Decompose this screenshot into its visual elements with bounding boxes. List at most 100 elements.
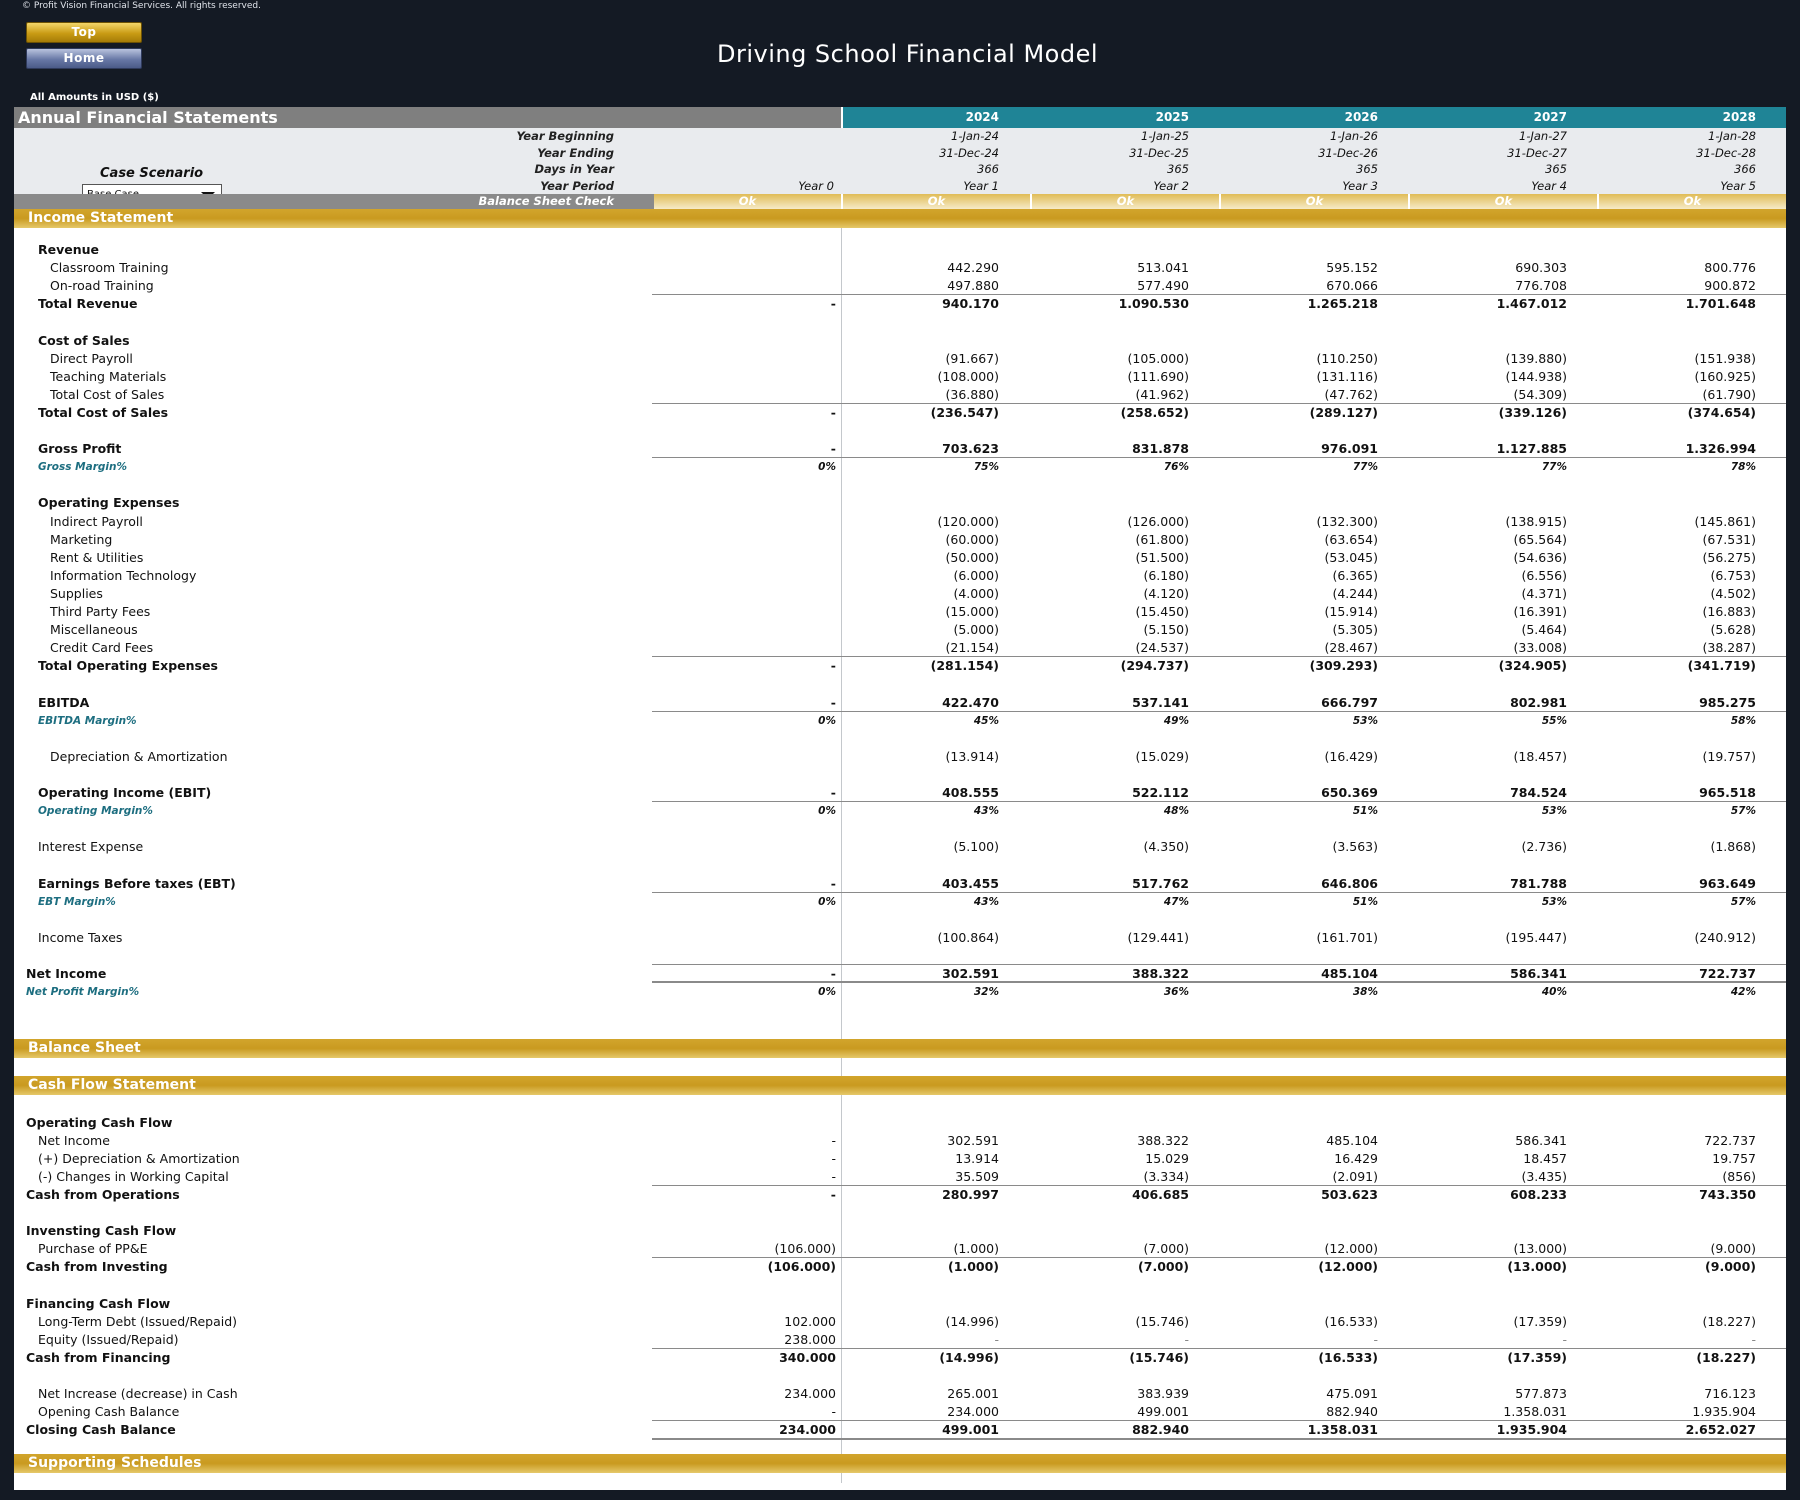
year-header-bar: 2024 2025 2026 2027 2028 — [843, 107, 1786, 128]
value-cell: 442.290 — [947, 260, 999, 276]
year0-value: (106.000) — [774, 1241, 836, 1257]
value-cell: 976.091 — [1321, 441, 1378, 457]
income_rows-row: Operating Expenses — [14, 494, 1786, 512]
value-cell: 77% — [1541, 461, 1567, 474]
value-cell: 1.358.031 — [1307, 1421, 1378, 1437]
value-cell: 1.701.648 — [1685, 296, 1756, 312]
value-cell: (5.628) — [1710, 622, 1756, 638]
row-label: Invensting Cash Flow — [26, 1223, 177, 1239]
value-cell: 802.981 — [1510, 694, 1567, 710]
total-rule — [652, 294, 1786, 296]
income_rows-row: Earnings Before taxes (EBT) - 403.455 517.7… — [14, 875, 1786, 893]
value-cell: 577.873 — [1515, 1385, 1567, 1401]
sheet-header-title: Annual Financial Statements — [18, 108, 278, 127]
value-cell: (294.737) — [1120, 658, 1189, 674]
value-cell: 503.623 — [1321, 1187, 1378, 1203]
value-cell: (12.000) — [1324, 1241, 1379, 1257]
cash_rows-row: (+) Depreciation & Amortization - 13.914 15… — [14, 1150, 1786, 1168]
value-cell: (17.359) — [1507, 1349, 1567, 1365]
value-cell: 781.788 — [1510, 875, 1567, 891]
meta-year_ending-4: 31-Dec-28 — [1696, 145, 1756, 160]
value-cell: 57% — [1730, 805, 1756, 818]
value-cell: (5.000) — [953, 622, 999, 638]
value-cell: 1.090.530 — [1118, 296, 1189, 312]
value-cell: 55% — [1541, 714, 1567, 727]
value-cell: (12.000) — [1318, 1259, 1378, 1275]
income_rows-row: Supplies (4.000) (4.120) (4.244) (4.371) (4.5… — [14, 585, 1786, 603]
year-header-2027: 2027 — [1533, 110, 1567, 124]
income_rows-row — [14, 856, 1786, 874]
value-cell: (60.000) — [945, 531, 1000, 547]
value-cell: 19.757 — [1712, 1151, 1756, 1167]
year0-value: - — [830, 296, 836, 312]
value-cell: (41.962) — [1135, 386, 1190, 402]
value-cell: (54.309) — [1513, 386, 1568, 402]
top-button[interactable]: Top — [26, 22, 142, 43]
value-cell: (2.736) — [1521, 839, 1567, 855]
row-label: (+) Depreciation & Amortization — [38, 1151, 240, 1167]
cash_rows-row: Invensting Cash Flow — [14, 1222, 1786, 1240]
row-label: Credit Card Fees — [50, 640, 154, 656]
value-cell: (339.126) — [1498, 404, 1567, 420]
year0-value: 238.000 — [784, 1331, 836, 1347]
value-cell: 985.275 — [1699, 694, 1756, 710]
value-cell: 49% — [1163, 714, 1189, 727]
value-cell: 388.322 — [1132, 966, 1189, 981]
column-divider — [841, 228, 842, 1143]
income_rows-row: Marketing (60.000) (61.800) (63.654) (65.564… — [14, 531, 1786, 549]
meta-label-0: Year Beginning — [516, 129, 614, 143]
value-cell: 280.997 — [942, 1187, 999, 1203]
value-cell: (236.547) — [930, 404, 999, 420]
amounts-currency-note: All Amounts in USD ($) — [30, 92, 159, 103]
row-label: Teaching Materials — [50, 368, 167, 384]
value-cell: (38.287) — [1702, 640, 1757, 656]
year0-value: - — [831, 1403, 836, 1419]
value-cell: 722.737 — [1704, 1133, 1756, 1149]
value-cell: (56.275) — [1702, 549, 1757, 565]
value-cell: (15.746) — [1135, 1313, 1190, 1329]
balance-check-ok-5: Ok — [1599, 194, 1786, 209]
value-cell: - — [1184, 1331, 1189, 1347]
meta-year_ending-2: 31-Dec-26 — [1318, 145, 1378, 160]
income_rows-row: Net Profit Margin% 0% 32% 36% 38% 40% 42% — [14, 983, 1786, 1001]
value-cell: (132.300) — [1316, 513, 1378, 529]
value-cell: (17.359) — [1513, 1313, 1568, 1329]
cash_rows-row: Cash from Operations - 280.997 406.685 503.6… — [14, 1186, 1786, 1204]
value-cell: 53% — [1352, 714, 1378, 727]
value-cell: 422.470 — [942, 694, 999, 710]
value-cell: 265.001 — [947, 1385, 999, 1401]
total-rule — [652, 1419, 1786, 1421]
year0-value: - — [830, 441, 836, 457]
value-cell: 45% — [973, 714, 999, 727]
income_rows-row — [14, 947, 1786, 965]
value-cell: (16.533) — [1324, 1313, 1379, 1329]
value-cell: (3.563) — [1332, 839, 1378, 855]
row-label: Cost of Sales — [38, 332, 130, 348]
income_rows-row: Gross Margin% 0% 75% 76% 77% 77% 78% — [14, 458, 1786, 476]
value-cell: (33.008) — [1513, 640, 1568, 656]
page-title: Driving School Financial Model — [716, 40, 1099, 68]
value-cell: (120.000) — [937, 513, 999, 529]
year0-value: 234.000 — [784, 1385, 836, 1401]
value-cell: 13.914 — [955, 1151, 999, 1167]
row-label: Cash from Operations — [26, 1187, 180, 1203]
value-cell: 403.455 — [942, 875, 999, 891]
value-cell: 1.935.904 — [1496, 1421, 1567, 1437]
column-divider — [841, 1095, 842, 1483]
year0-value: 0% — [818, 461, 836, 474]
total-rule — [652, 1185, 1786, 1187]
home-button[interactable]: Home — [26, 48, 142, 69]
meta-year_ending-3: 31-Dec-27 — [1507, 145, 1567, 160]
value-cell: 882.940 — [1326, 1403, 1378, 1419]
row-label: Net Profit Margin% — [26, 986, 140, 999]
value-cell: (61.790) — [1702, 386, 1757, 402]
total-rule — [652, 1257, 1786, 1259]
year-header-2028: 2028 — [1722, 110, 1756, 124]
value-cell: 882.940 — [1132, 1421, 1189, 1437]
value-cell: (14.996) — [939, 1349, 999, 1365]
row-label: Third Party Fees — [50, 604, 151, 619]
row-label: Information Technology — [50, 567, 197, 583]
row-label: Long-Term Debt (Issued/Repaid) — [38, 1313, 238, 1329]
value-cell: (374.654) — [1687, 404, 1756, 420]
section-title-income: Income Statement — [28, 210, 174, 226]
